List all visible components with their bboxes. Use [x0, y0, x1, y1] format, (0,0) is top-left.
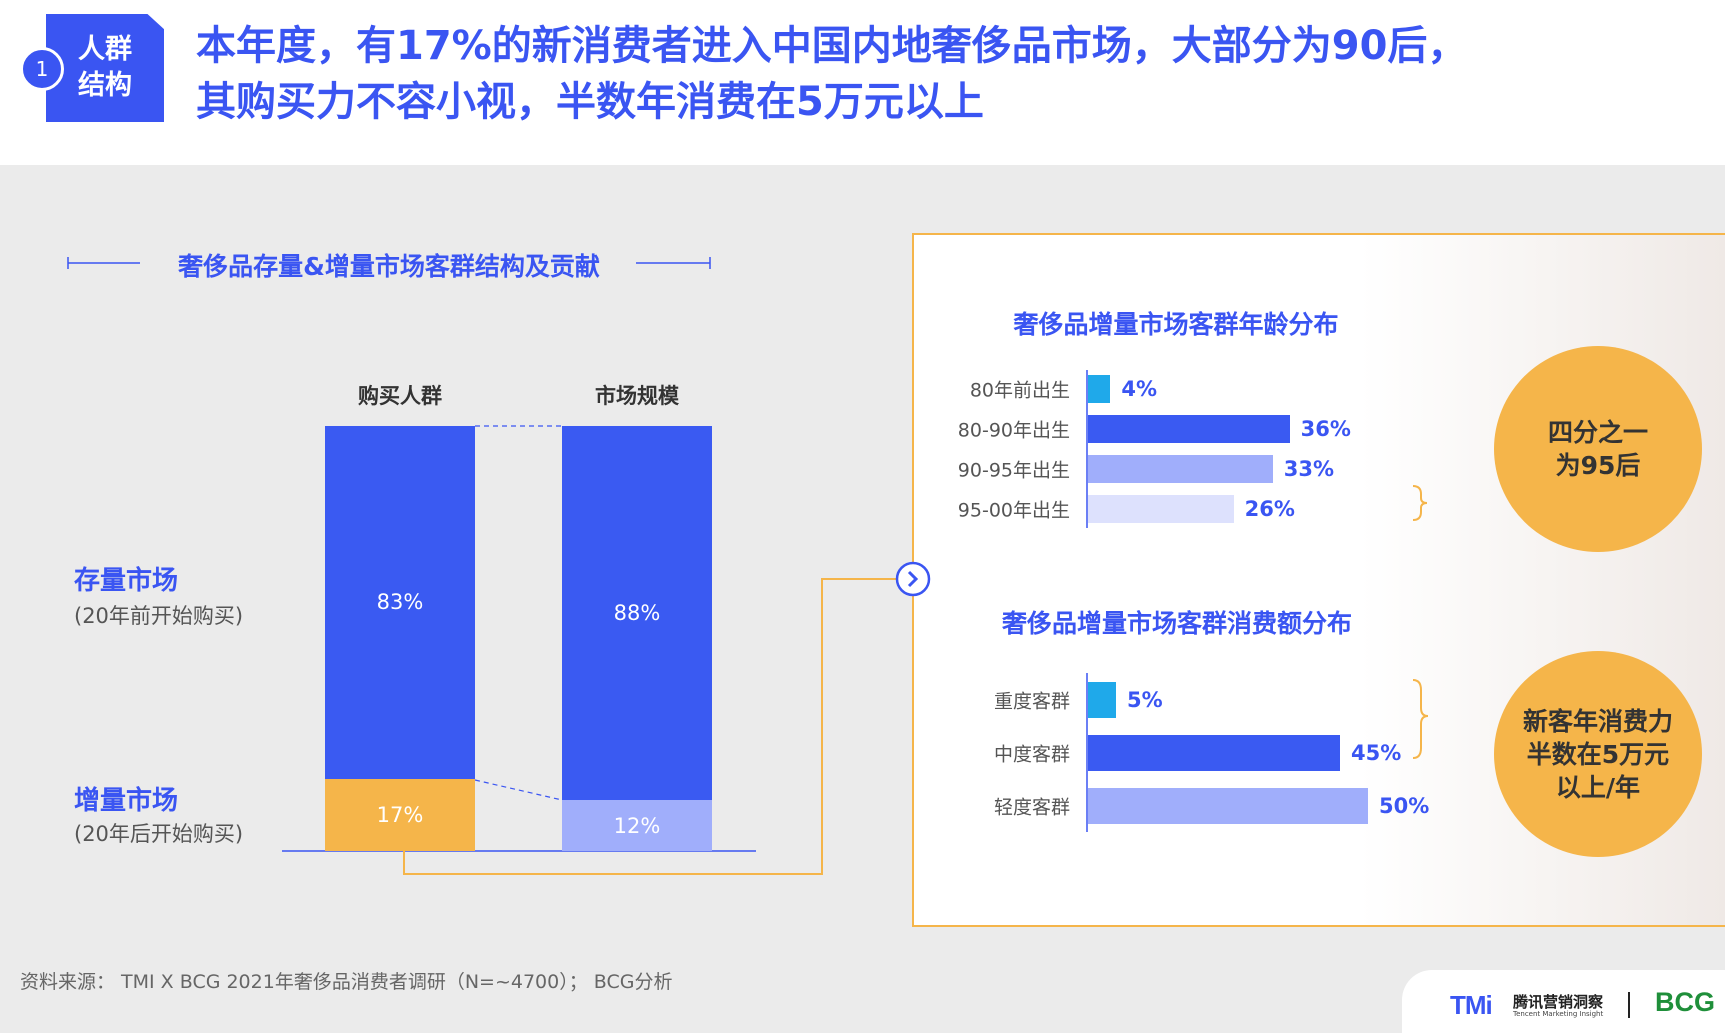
data-label: 12% — [613, 813, 661, 838]
data-label: 17% — [376, 802, 424, 827]
page-title-line-1: 本年度，有17%的新消费者进入中国内地奢侈品市场，大部分为90后， — [196, 23, 1468, 69]
page-title: 本年度，有17%的新消费者进入中国内地奢侈品市场，大部分为90后， 其购买力不容… — [196, 18, 1706, 130]
section-badge: 人群 结构 — [46, 14, 164, 122]
stacked-bar-segment: 17% — [325, 778, 475, 851]
bar — [1088, 495, 1234, 523]
bar-value-label: 33% — [1283, 457, 1335, 481]
bar — [1088, 455, 1273, 483]
bar-value-label: 50% — [1379, 794, 1430, 818]
badge-number: 1 — [20, 47, 64, 91]
bar-category-label: 90-95年出生 — [957, 459, 1070, 482]
source-note: 资料来源： TMI X BCG 2021年奢侈品消费者调研（N=~4700）； … — [20, 971, 673, 993]
callout-95-circle: 四分之一 为95后 — [1494, 346, 1702, 552]
bar — [1088, 735, 1340, 771]
data-label: 88% — [613, 601, 661, 625]
stacked-bar-segment: 83% — [325, 426, 475, 779]
bar-value-label: 4% — [1121, 377, 1158, 401]
left-section-title: 奢侈品存量&增量市场客群结构及贡献 — [178, 252, 600, 281]
bar — [1088, 682, 1116, 718]
tmi-logo-en: Tencent Marketing Insight — [1513, 1010, 1604, 1018]
incremental-market-label: 增量市场 — [74, 786, 179, 816]
bar-category-label: 轻度客群 — [993, 796, 1070, 819]
spend-chart-title: 奢侈品增量市场客群消费额分布 — [1001, 609, 1353, 638]
bar-category-label: 重度客群 — [993, 690, 1070, 713]
logo-area — [1402, 970, 1725, 1033]
bar-category-label: 80年前出生 — [969, 379, 1070, 402]
bar — [1088, 415, 1290, 443]
bar-value-label: 36% — [1300, 417, 1351, 441]
bar-category-label: 中度客群 — [993, 743, 1070, 766]
logo-separator — [1628, 992, 1630, 1018]
stock-market-label: 存量市场 — [74, 566, 179, 596]
stacked-bar-segment: 88% — [562, 426, 712, 800]
stacked-bar-segment: 12% — [562, 800, 712, 851]
column-label: 市场规模 — [595, 384, 679, 408]
bar-category-label: 95-00年出生 — [957, 499, 1070, 522]
age-chart-title: 奢侈品增量市场客群年龄分布 — [1013, 310, 1339, 339]
page-title-line-2: 其购买力不容小视，半数年消费在5万元以上 — [196, 79, 984, 125]
bar-value-label: 26% — [1244, 497, 1295, 521]
bcg-logo: BCG — [1655, 987, 1715, 1017]
bar — [1088, 788, 1368, 824]
badge-line-2: 结构 — [78, 70, 132, 101]
tmi-logo: TMi — [1450, 990, 1493, 1020]
incremental-market-sub: (20年后开始购买) — [74, 822, 244, 846]
column-label: 购买人群 — [358, 384, 442, 408]
bar-value-label: 5% — [1127, 688, 1163, 712]
callout-spend-circle: 新客年消费力 半数在5万元 以上/年 — [1494, 651, 1702, 857]
bar — [1088, 375, 1111, 403]
badge-line-1: 人群 — [78, 34, 132, 65]
chevron-right-icon — [895, 561, 931, 597]
bar-value-label: 45% — [1351, 741, 1402, 765]
tmi-logo-cn: 腾讯营销洞察 — [1513, 993, 1604, 1011]
header: 人群 结构 1 本年度，有17%的新消费者进入中国内地奢侈品市场，大部分为90后… — [0, 0, 1725, 165]
data-label: 83% — [376, 590, 424, 615]
bar-category-label: 80-90年出生 — [957, 419, 1070, 442]
stock-market-sub: (20年前开始购买) — [74, 604, 244, 628]
